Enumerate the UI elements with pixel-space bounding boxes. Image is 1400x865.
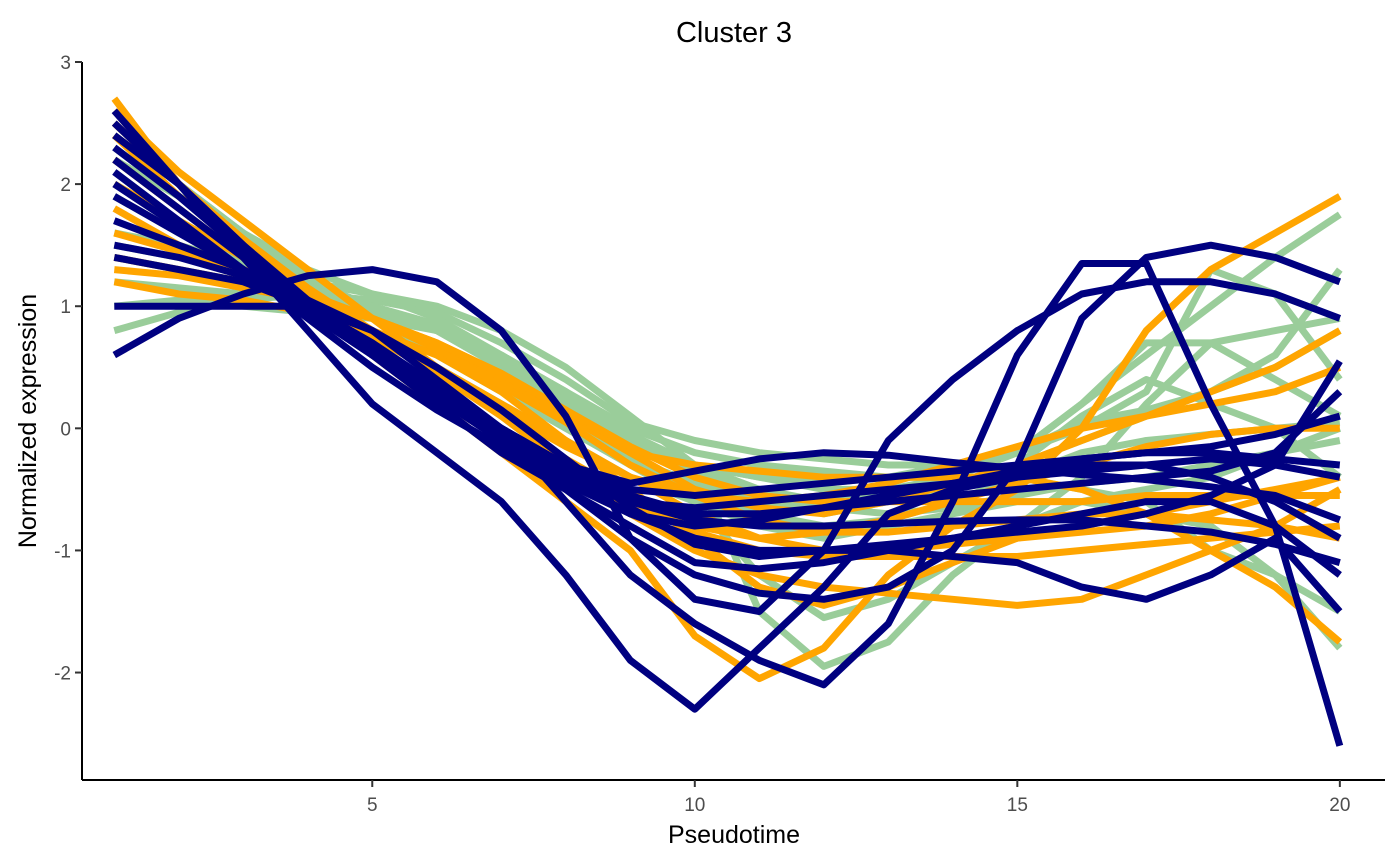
y-axis-title: Normalized expression bbox=[14, 294, 42, 548]
x-tick-label: 10 bbox=[684, 795, 705, 816]
series-line-13 bbox=[111, 96, 1342, 683]
x-tick-label: 5 bbox=[367, 795, 378, 816]
series-line-24 bbox=[112, 266, 1342, 615]
series-line-36 bbox=[111, 120, 1343, 614]
y-tick-label: -2 bbox=[54, 664, 71, 685]
x-axis-title: Pseudotime bbox=[668, 821, 800, 849]
x-tick-label: 15 bbox=[1007, 795, 1028, 816]
y-tick-label: 0 bbox=[60, 419, 71, 440]
x-axis-ticks: 5 10 15 20 bbox=[367, 780, 1350, 816]
series-line-23 bbox=[111, 120, 1340, 542]
x-tick-label: 20 bbox=[1329, 795, 1350, 816]
y-tick-label: 2 bbox=[60, 175, 71, 196]
chart-title: Cluster 3 bbox=[676, 17, 792, 49]
series-line-34 bbox=[112, 156, 1343, 518]
y-tick-label: -1 bbox=[54, 541, 71, 562]
y-tick-label: 1 bbox=[60, 297, 71, 318]
y-tick-label: 3 bbox=[60, 53, 71, 74]
series-layer bbox=[111, 96, 1344, 747]
y-axis-ticks: -2 -1 0 1 2 3 bbox=[54, 53, 82, 685]
